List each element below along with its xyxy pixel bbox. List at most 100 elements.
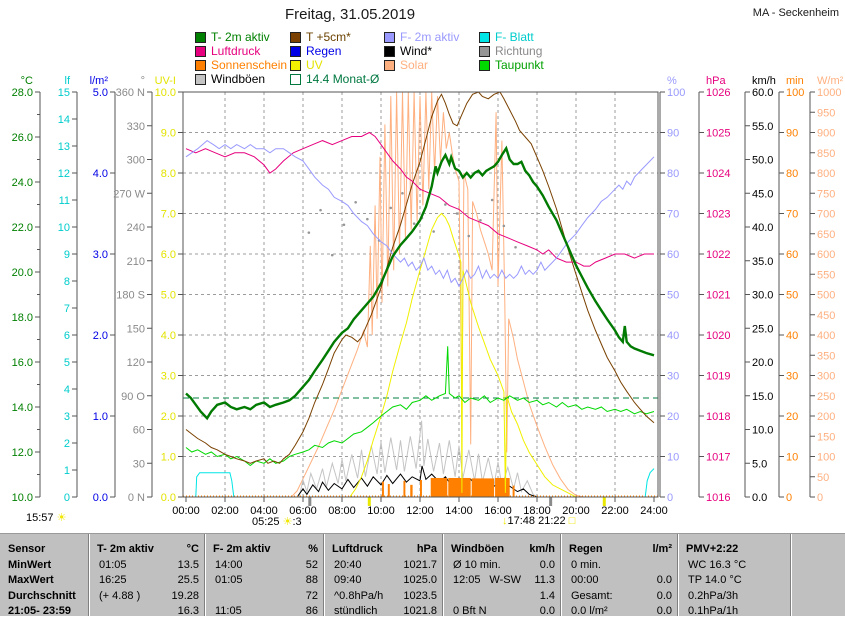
svg-text:12: 12 (58, 168, 70, 180)
panel-unit: hPa (416, 543, 437, 555)
svg-text:120: 120 (127, 357, 145, 369)
svg-text:12:00: 12:00 (406, 505, 434, 517)
table-cell-text: 01:05 (99, 558, 127, 571)
table-cell-text: 20:40 (334, 558, 362, 571)
series-t-2m-aktiv (185, 145, 655, 421)
legend-item-richtung: Richtung (479, 44, 599, 58)
svg-text:250: 250 (817, 391, 835, 403)
svg-text:40.0: 40.0 (752, 222, 773, 234)
table-panel-regen: Regen l/m² 0 min. 00:00 0.0 Gesamt: 0.0 0.0 l/m… (560, 534, 678, 617)
gridlines (183, 92, 658, 497)
station-name: MA - Seckenheim (752, 7, 839, 19)
svg-text:1020: 1020 (706, 330, 730, 342)
row-label: Sensor (8, 543, 46, 555)
table-panel-luftdruck: Luftdruck hPa 20:40 1021.7 09:40 1025.0 ^0.8hP… (323, 534, 443, 617)
table-panel-windb-en: Windböen km/h Ø 10 min. 0.0 12:05 W-SW 11.3 1.4… (442, 534, 561, 617)
svg-text:1026: 1026 (706, 87, 730, 99)
svg-text:100: 100 (786, 87, 804, 99)
svg-text:18.0: 18.0 (12, 312, 33, 324)
table-cell-value: 72 (305, 589, 318, 602)
svg-text:3: 3 (64, 411, 70, 423)
svg-text:10: 10 (58, 222, 70, 234)
svg-text:330: 330 (127, 121, 145, 133)
svg-text:60: 60 (667, 249, 679, 261)
legend-label: Luftdruck (211, 43, 261, 58)
svg-text:50: 50 (786, 290, 798, 302)
table-cell-text: 12:05 (453, 574, 481, 586)
legend-item-uv: UV (290, 58, 384, 72)
series-layer (183, 92, 658, 497)
svg-text:0: 0 (64, 492, 70, 504)
day-length-annotation: 15:57 ☀ (26, 511, 66, 524)
moon-phase-icon: □ (568, 515, 576, 527)
legend-label: Sonnenschein (211, 57, 288, 72)
svg-text:2.0: 2.0 (161, 411, 176, 423)
svg-text:180 S: 180 S (116, 290, 145, 302)
table-cell-text: TP 14.0 °C (688, 574, 742, 586)
svg-text:20:00: 20:00 (562, 505, 590, 517)
event-time: 17:48 (507, 515, 536, 527)
svg-text:360 N: 360 N (116, 87, 145, 99)
svg-text:40: 40 (786, 330, 798, 342)
svg-text:1021: 1021 (706, 290, 730, 302)
series-f-2m-aktiv (185, 139, 655, 288)
svg-text:350: 350 (817, 350, 835, 362)
legend-item-t-5cm-: T +5cm* (290, 30, 384, 44)
svg-text:14:00: 14:00 (445, 505, 473, 517)
svg-text:1.0: 1.0 (161, 452, 176, 464)
table-cell-value: 13.5 (177, 558, 199, 571)
svg-text:4.0: 4.0 (93, 168, 108, 180)
legend-item-windb-en: Windböen (195, 72, 290, 86)
svg-text:1019: 1019 (706, 371, 730, 383)
svg-text:15.0: 15.0 (752, 391, 773, 403)
table-panel-pmv-2-22: PMV+2:22 WC 16.3 °C TP 14.0 °C 0.2hPa/3h 0.1… (677, 534, 791, 617)
svg-text:1023: 1023 (706, 209, 730, 221)
legend-label: UV (306, 57, 323, 72)
svg-text:4: 4 (64, 384, 70, 396)
svg-text:900: 900 (817, 128, 835, 140)
svg-text:10.0: 10.0 (12, 492, 33, 504)
svg-text:24:00: 24:00 (640, 505, 668, 517)
table-cell-value: 88 (305, 574, 318, 586)
table-cell-value: 0.0 (539, 605, 555, 617)
svg-text:100: 100 (667, 87, 685, 99)
svg-text:30.0: 30.0 (752, 290, 773, 302)
legend-swatch (290, 73, 301, 85)
down-arrow-icon: ↓ (502, 515, 508, 527)
svg-text:13: 13 (58, 141, 70, 153)
sunrise-time: 05:25 (252, 516, 280, 528)
row-label: MinWert (8, 558, 52, 571)
table-cell-value: 1021.8 (403, 605, 437, 617)
x-axis: 00:00 02:00 04:00 06:00 08:00 10:00 12:00 14:00… (172, 497, 668, 517)
svg-text:80: 80 (667, 168, 679, 180)
panel-unit: % (308, 543, 318, 555)
svg-text:l/m²: l/m² (90, 75, 109, 87)
legend-label: Richtung (495, 43, 543, 58)
row-label: 21:05- 23:59 (8, 605, 71, 617)
series-windb-en (186, 420, 654, 497)
legend-swatch (195, 59, 206, 71)
svg-text:0: 0 (817, 492, 823, 504)
axis-wm2: 1000950900850800750700650600550500450400… (809, 75, 844, 504)
svg-text:7.0: 7.0 (161, 209, 176, 221)
table-cell-text: (+ 4.88 ) (99, 589, 141, 602)
legend-swatch (290, 45, 301, 57)
svg-text:0: 0 (786, 492, 792, 504)
plot-border (182, 91, 659, 498)
table-cell-value: 0.0 (656, 589, 672, 602)
table-cell-text: 09:40 (334, 574, 362, 586)
legend-label: 14.4 Monat-Ø (306, 71, 380, 86)
panel-unit: °C (186, 543, 199, 555)
svg-text:km/h: km/h (752, 75, 776, 87)
legend-swatch (479, 59, 490, 71)
svg-text:04:00: 04:00 (250, 505, 278, 517)
svg-text:90: 90 (786, 128, 798, 140)
legend-label: Taupunkt (495, 57, 544, 72)
panel-title: Regen (569, 543, 603, 555)
row-label: Durchschnitt (8, 589, 76, 602)
table-cell-value: 52 (305, 558, 318, 571)
legend-swatch (195, 45, 206, 57)
svg-text:4.0: 4.0 (161, 330, 176, 342)
table-cell-text: 0.0 l/m² (571, 605, 608, 617)
